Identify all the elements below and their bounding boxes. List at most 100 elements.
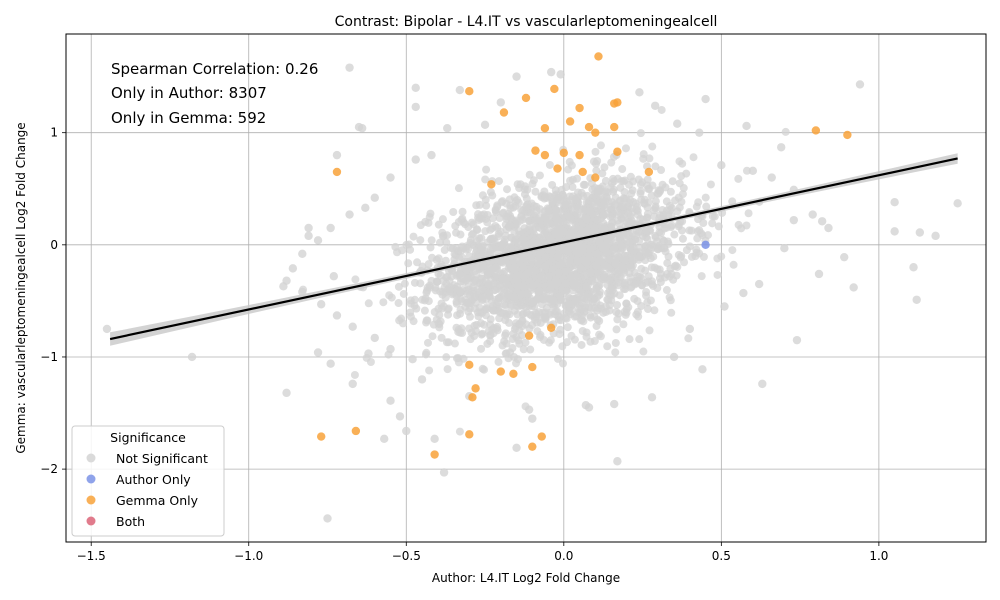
point-not-significant — [669, 352, 679, 362]
cloud-point — [456, 246, 465, 255]
cloud-point — [385, 291, 394, 300]
cloud-point — [651, 162, 660, 171]
point-gemma-only — [521, 93, 531, 103]
point-gemma-only — [465, 360, 474, 370]
cloud-point — [464, 307, 473, 316]
cloud-point — [529, 238, 538, 247]
point-not-significant — [370, 193, 379, 202]
point-gemma-only — [811, 126, 821, 135]
cloud-point — [601, 302, 610, 311]
cloud-point — [650, 306, 659, 315]
cloud-point — [486, 320, 495, 329]
cloud-point — [533, 294, 542, 303]
cloud-point — [480, 320, 489, 329]
cloud-point — [450, 339, 459, 348]
cloud-point — [580, 180, 589, 189]
cloud-point — [575, 248, 584, 257]
cloud-point — [508, 344, 517, 353]
cloud-point — [653, 189, 662, 198]
x-axis-label: Author: L4.IT Log2 Fold Change — [432, 571, 620, 585]
point-not-significant — [695, 128, 704, 137]
cloud-point — [564, 306, 573, 315]
cloud-point — [498, 341, 507, 350]
cloud-point — [653, 284, 662, 293]
cloud-point — [635, 243, 644, 252]
point-not-significant — [817, 217, 827, 226]
cloud-point — [443, 231, 452, 240]
cloud-point — [464, 299, 473, 308]
cloud-point — [620, 194, 629, 203]
cloud-point — [583, 294, 592, 303]
cloud-point — [639, 198, 648, 207]
cloud-point — [449, 207, 458, 216]
point-not-significant — [304, 231, 313, 241]
cloud-point — [662, 223, 671, 232]
point-not-significant — [411, 155, 420, 164]
cloud-point — [514, 336, 523, 345]
point-not-significant — [758, 379, 767, 389]
cloud-point — [471, 276, 480, 285]
cloud-point — [426, 243, 435, 252]
cloud-point — [504, 354, 513, 363]
point-not-significant — [439, 468, 449, 477]
cloud-point — [729, 260, 738, 269]
cloud-point — [598, 169, 607, 178]
cloud-point — [437, 333, 446, 342]
cloud-point — [577, 340, 586, 349]
cloud-point — [573, 174, 582, 183]
cloud-point — [616, 273, 625, 282]
point-not-significant — [748, 166, 758, 176]
cloud-point — [619, 202, 628, 211]
x-tick-label: 0.0 — [554, 549, 573, 563]
point-author-only — [701, 240, 710, 250]
point-gemma-only — [553, 164, 562, 173]
cloud-point — [685, 242, 694, 251]
cloud-point — [639, 154, 648, 163]
cloud-point — [643, 298, 652, 307]
cloud-point — [557, 255, 566, 264]
cloud-point — [521, 338, 530, 347]
cloud-point — [416, 279, 425, 288]
cloud-point — [481, 175, 490, 184]
cloud-point — [632, 278, 641, 287]
point-not-significant — [430, 434, 439, 444]
cloud-point — [434, 254, 443, 263]
cloud-point — [478, 364, 487, 373]
cloud-point — [457, 253, 466, 262]
cloud-point — [598, 244, 607, 253]
cloud-point — [439, 302, 448, 311]
cloud-point — [428, 332, 437, 341]
point-gemma-only — [524, 331, 534, 340]
cloud-point — [483, 210, 492, 219]
cloud-point — [551, 276, 560, 285]
cloud-point — [413, 258, 422, 267]
cloud-point — [592, 261, 601, 270]
cloud-point — [632, 310, 641, 319]
cloud-point — [666, 296, 675, 305]
cloud-point — [608, 285, 617, 294]
cloud-point — [535, 171, 544, 180]
cloud-point — [443, 365, 452, 374]
cloud-point — [667, 308, 676, 317]
cloud-point — [702, 202, 711, 211]
point-not-significant — [792, 335, 802, 345]
cloud-point — [639, 215, 648, 224]
cloud-point — [515, 319, 524, 328]
cloud-point — [708, 219, 717, 228]
cloud-point — [642, 291, 651, 300]
cloud-point — [596, 332, 605, 341]
cloud-point — [364, 299, 373, 308]
cloud-point — [546, 285, 555, 294]
cloud-point — [606, 212, 615, 221]
point-gemma-only — [468, 393, 477, 402]
cloud-point — [612, 325, 621, 334]
cloud-point — [450, 255, 459, 264]
x-tick-label: −1.5 — [77, 549, 106, 563]
cloud-point — [744, 209, 753, 218]
chart-title: Contrast: Bipolar - L4.IT vs vascularlep… — [335, 14, 718, 30]
cloud-point — [661, 183, 670, 192]
cloud-point — [678, 234, 687, 243]
cloud-point — [457, 215, 466, 224]
cloud-point — [582, 215, 591, 224]
cloud-point — [424, 260, 433, 269]
